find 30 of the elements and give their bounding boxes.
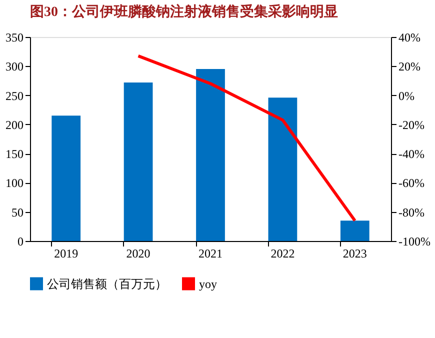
bar <box>268 98 298 241</box>
line-series <box>136 54 356 222</box>
legend-label: yoy <box>199 276 217 291</box>
y-tick-label: 100 <box>6 176 24 190</box>
x-tick-label: 2019 <box>54 246 78 260</box>
y2-tick-label: 20% <box>398 60 420 74</box>
y-tick-label: 0 <box>18 234 24 248</box>
y2-tick-label: -80% <box>398 205 424 220</box>
bar <box>52 116 81 241</box>
bar <box>124 82 153 241</box>
y-tick-label: 250 <box>6 88 24 103</box>
y2-tick-label: -100% <box>398 234 430 248</box>
y2-tick-label: -60% <box>398 176 424 190</box>
y2-tick-label: 40% <box>398 30 420 44</box>
legend-label: 公司销售额（百万元） <box>47 276 167 291</box>
x-tick-label: 2022 <box>270 246 295 260</box>
chart-title: 图30：公司伊班膦酸钠注射液销售受集采影响明显 <box>30 3 338 20</box>
y-tick-label: 50 <box>12 205 24 220</box>
y-tick-label: 350 <box>6 30 24 44</box>
x-tick-label: 2021 <box>198 246 222 260</box>
y2-tick-label: 0% <box>398 88 414 103</box>
y2-tick-label: -40% <box>398 147 424 162</box>
x-tick-label: 2020 <box>126 246 150 260</box>
x-tick-label: 2023 <box>342 246 367 260</box>
y-tick-label: 150 <box>6 147 24 162</box>
bar <box>340 220 370 241</box>
y-tick-label: 300 <box>6 60 24 74</box>
y2-tick-label: -20% <box>398 118 424 132</box>
y-tick-label: 200 <box>6 118 24 132</box>
bar <box>196 69 225 241</box>
